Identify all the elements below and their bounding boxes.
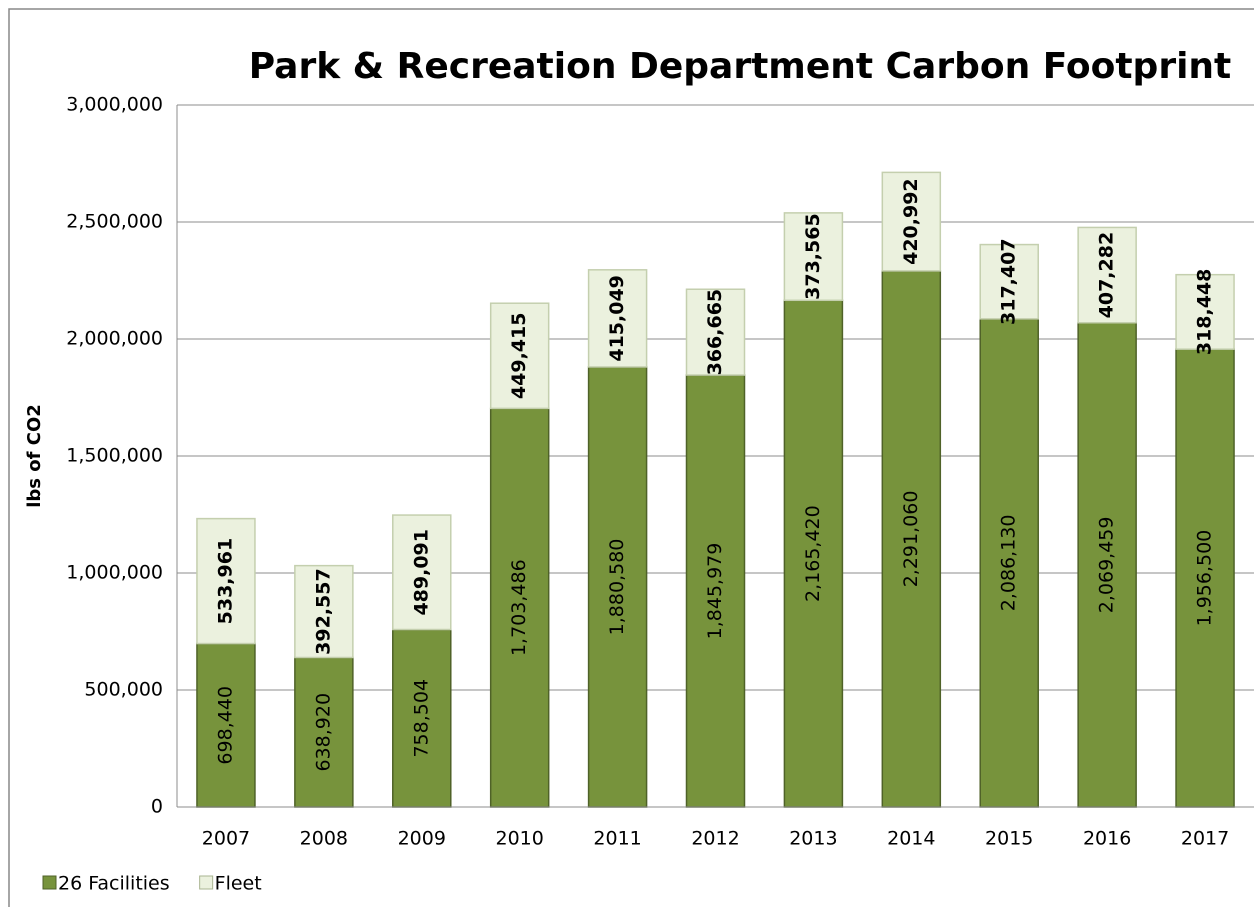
data-label: 318,448: [1194, 269, 1216, 356]
bar-segment: [489, 302, 550, 410]
data-label: 533,961: [214, 538, 236, 625]
x-tick-label: 2007: [202, 828, 250, 850]
x-tick-label: 2009: [398, 828, 446, 850]
x-tick-label: 2011: [593, 828, 641, 850]
data-label: 758,504: [410, 679, 432, 758]
bar-segment: [587, 269, 648, 368]
x-tick-label: 2008: [300, 828, 348, 850]
data-label: 489,091: [410, 529, 432, 616]
chart-title: Park & Recreation Department Carbon Foot…: [249, 46, 1232, 87]
data-label: 366,665: [704, 289, 726, 376]
bar-segment: [881, 270, 942, 808]
data-label: 2,069,459: [1096, 517, 1118, 614]
data-label: 373,565: [802, 213, 824, 300]
data-label: 392,557: [312, 568, 334, 655]
data-label: 1,880,580: [606, 539, 628, 636]
y-tick-label: 0: [151, 796, 163, 818]
data-label: 407,282: [1096, 232, 1118, 319]
bar-segment: [979, 318, 1039, 808]
x-tick-label: 2012: [691, 828, 739, 850]
y-tick-label: 2,000,000: [66, 328, 163, 350]
legend-label: 26 Facilities: [58, 873, 170, 895]
data-label: 317,407: [998, 238, 1020, 325]
bar-segment: [1175, 348, 1235, 808]
bar-segment: [783, 212, 844, 302]
x-tick-label: 2014: [887, 828, 935, 850]
bar-segment: [685, 374, 746, 808]
y-axis-label: lbs of CO2: [24, 404, 45, 508]
bar-segment: [392, 628, 452, 808]
legend-swatch: [42, 875, 57, 890]
legend-label: Fleet: [215, 873, 262, 895]
bar-segment: [1077, 226, 1137, 324]
data-label: 1,845,979: [704, 543, 726, 640]
data-label: 638,920: [312, 693, 334, 772]
data-label: 698,440: [214, 686, 236, 765]
data-label: 2,086,130: [998, 515, 1020, 612]
data-label: 415,049: [606, 275, 628, 362]
bar-segment: [489, 407, 550, 808]
x-tick-label: 2015: [985, 828, 1033, 850]
x-tick-label: 2010: [496, 828, 544, 850]
data-label: 449,415: [508, 313, 530, 400]
bar-segment: [783, 299, 844, 808]
bar-segment: [196, 642, 256, 808]
bar-segment: [881, 171, 942, 272]
y-tick-label: 1,000,000: [66, 562, 163, 584]
bar-segment: [1175, 273, 1235, 350]
y-tick-label: 3,000,000: [66, 94, 163, 116]
y-tick-label: 1,500,000: [66, 445, 163, 467]
bar-segment: [392, 514, 452, 631]
bar-segment: [294, 564, 354, 659]
data-label: 420,992: [900, 178, 922, 265]
data-label: 2,291,060: [900, 491, 922, 588]
data-label: 1,956,500: [1194, 530, 1216, 627]
data-label: 1,703,486: [508, 559, 530, 656]
x-tick-label: 2013: [789, 828, 837, 850]
x-tick-label: 2017: [1181, 828, 1229, 850]
bar-segment: [685, 288, 746, 376]
y-tick-label: 500,000: [84, 679, 163, 701]
bar-segment: [979, 243, 1039, 320]
legend-swatch: [199, 875, 214, 890]
y-tick-label: 2,500,000: [66, 211, 163, 233]
bar-segment: [196, 517, 256, 645]
data-label: 2,165,420: [802, 505, 824, 602]
x-tick-label: 2016: [1083, 828, 1131, 850]
